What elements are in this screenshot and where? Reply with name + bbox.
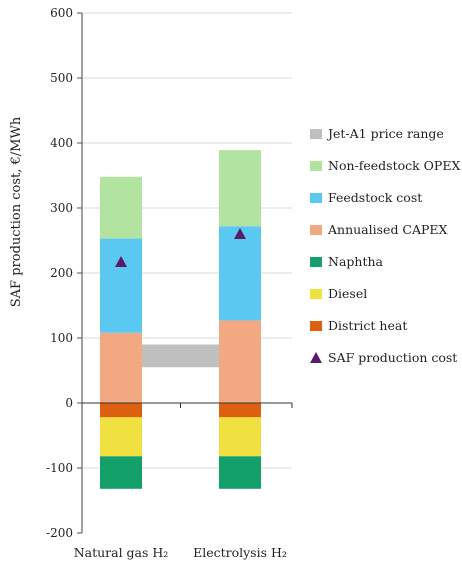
- y-tick-label: -200: [46, 526, 73, 540]
- y-tick-label: 100: [50, 331, 73, 345]
- saf-cost-marker: [234, 228, 246, 239]
- y-tick-label: 600: [50, 6, 73, 20]
- jet-a1-price-range: [142, 344, 219, 368]
- legend-swatch: [310, 129, 322, 139]
- legend-label: District heat: [328, 318, 407, 333]
- y-tick-label: 400: [50, 136, 73, 150]
- legend-swatch: [310, 161, 322, 171]
- y-tick-labels: -200 -100 0 100 200 300 400 500 600: [46, 6, 73, 540]
- axes: [77, 12, 293, 534]
- legend-label: SAF production cost: [328, 350, 457, 365]
- bar-segment-annualised-capex: [100, 332, 142, 403]
- legend-swatch: [310, 321, 322, 331]
- bar-segment-naphtha: [100, 456, 142, 489]
- legend-swatch: [310, 193, 322, 203]
- bar-segment-non-feedstock-opex: [100, 176, 142, 239]
- legend: Jet-A1 price range Non-feedstock OPEX Feed…: [310, 126, 460, 365]
- bars: [82, 150, 292, 489]
- legend-label: Jet-A1 price range: [326, 126, 444, 141]
- legend-label: Feedstock cost: [328, 190, 422, 205]
- legend-swatch: [310, 257, 322, 267]
- legend-swatch: [310, 352, 322, 363]
- y-tick-label: 0: [65, 396, 73, 410]
- bar-segment-district-heat: [219, 403, 261, 418]
- legend-swatch: [310, 225, 322, 235]
- y-axis-title: SAF production cost, €/MWh: [9, 116, 24, 307]
- bar-segment-annualised-capex: [219, 320, 261, 403]
- bar-segment-non-feedstock-opex: [219, 150, 261, 227]
- bar-segment-diesel: [100, 417, 142, 457]
- bar-segment-feedstock-cost: [100, 238, 142, 333]
- price-range-band: [142, 344, 219, 368]
- bar-segment-naphtha: [219, 456, 261, 489]
- legend-label: Non-feedstock OPEX: [328, 158, 460, 173]
- legend-label: Diesel: [328, 286, 367, 301]
- y-tick-label: -100: [46, 461, 73, 475]
- bar-segment-diesel: [219, 417, 261, 457]
- y-tick-label: 300: [50, 201, 73, 215]
- bar-segment-district-heat: [100, 403, 142, 418]
- category-labels: Natural gas H₂ Electrolysis H₂: [74, 545, 287, 560]
- legend-label: Annualised CAPEX: [327, 222, 448, 237]
- legend-label: Naphtha: [328, 254, 384, 269]
- cost-markers: [115, 228, 246, 267]
- saf-cost-marker: [115, 255, 127, 267]
- legend-swatch: [310, 289, 322, 299]
- category-label: Electrolysis H₂: [193, 545, 287, 560]
- bar-segment-feedstock-cost: [219, 226, 261, 321]
- y-tick-label: 500: [50, 71, 73, 85]
- y-tick-label: 200: [50, 266, 73, 280]
- category-label: Natural gas H₂: [74, 545, 169, 560]
